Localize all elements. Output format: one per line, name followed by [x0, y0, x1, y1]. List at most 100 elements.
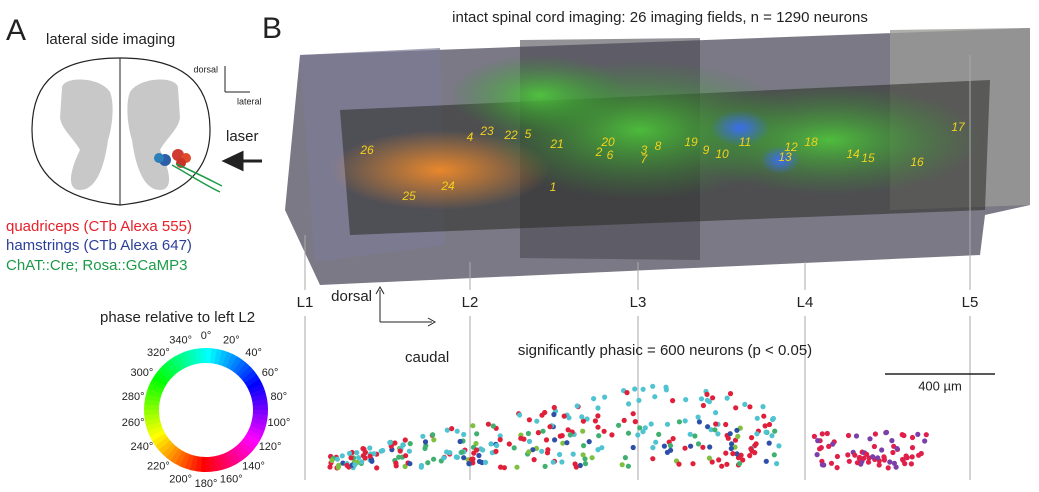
- neuron-dot: [590, 455, 595, 460]
- neuron-dot: [857, 456, 862, 461]
- field-label: 9: [703, 143, 710, 157]
- neuron-dot: [593, 418, 598, 423]
- axis-label: caudal: [405, 349, 449, 366]
- neuron-dot: [769, 433, 774, 438]
- neuron-dot: [749, 435, 754, 440]
- neuron-dot: [558, 434, 563, 439]
- panel-label: A: [6, 14, 26, 47]
- neuron-dot: [725, 396, 730, 401]
- neuron-dot: [551, 412, 556, 417]
- neuron-dot: [820, 431, 825, 436]
- neuron-dot: [883, 430, 888, 435]
- neuron-dot: [367, 445, 372, 450]
- neuron-dot: [641, 387, 646, 392]
- neuron-dot: [444, 449, 449, 454]
- neuron-dot: [431, 437, 436, 442]
- neuron-dot: [737, 461, 742, 466]
- field-label: 16: [910, 155, 924, 169]
- segment-label: L1: [297, 294, 314, 311]
- neuron-dot: [919, 451, 924, 456]
- neuron-dot: [665, 422, 670, 427]
- neuron-dot: [922, 438, 927, 443]
- neuron-dot: [624, 390, 629, 395]
- neuron-dot: [422, 446, 427, 451]
- neuron-dot: [632, 386, 637, 391]
- neuron-dot: [846, 433, 851, 438]
- neuron-dot: [340, 453, 345, 458]
- neuron-dot: [761, 414, 766, 419]
- neuron-dot: [760, 404, 765, 409]
- neuron-dot: [532, 457, 537, 462]
- field-label: 19: [684, 135, 698, 149]
- scale-label: 400 µm: [918, 378, 962, 393]
- wheel-label: 100°: [267, 417, 290, 429]
- neuron-dot: [845, 452, 850, 457]
- neuron-dot: [398, 448, 403, 453]
- neuron-dot: [854, 433, 859, 438]
- neuron-dot: [609, 432, 614, 437]
- neuron-dot: [700, 445, 705, 450]
- neuron-dot: [562, 414, 567, 419]
- neuron-dot: [650, 384, 655, 389]
- field-label: 14: [846, 147, 860, 161]
- neuron-dot: [742, 402, 747, 407]
- neuron-dot: [518, 436, 523, 441]
- field-label: 20: [600, 135, 615, 149]
- neuron-dot: [552, 405, 557, 410]
- neuron-dot: [449, 426, 454, 431]
- color-wheel: 0°20°40°60°80°100°120°140°160°180°200°22…: [122, 330, 291, 490]
- neuron-dot: [596, 433, 601, 438]
- neuron-dot: [889, 438, 894, 443]
- neuron-dot: [643, 425, 648, 430]
- neuron-dot: [336, 465, 341, 470]
- wheel-label: 240°: [131, 441, 154, 453]
- neuron-dot: [688, 432, 693, 437]
- neuron-dot: [748, 446, 753, 451]
- neuron-dot: [423, 439, 428, 444]
- neuron-dot: [514, 465, 519, 470]
- neuron-dot: [587, 439, 592, 444]
- wheel-label: 60°: [262, 367, 279, 379]
- neuron-dot: [539, 413, 544, 418]
- neuron-dot: [352, 462, 357, 467]
- panel-title: lateral side imaging: [46, 31, 175, 48]
- neuron-dot: [774, 461, 779, 466]
- neuron-dot: [425, 460, 430, 465]
- wheel-label: 140°: [242, 461, 265, 473]
- neuron-dot: [579, 414, 584, 419]
- neuron-dot: [476, 453, 481, 458]
- neuron-dot: [710, 395, 715, 400]
- laser-label: laser: [226, 128, 259, 145]
- neuron-dot: [690, 461, 695, 466]
- neuron-dot: [894, 465, 899, 470]
- neuron-dot: [728, 391, 733, 396]
- neuron-dot: [909, 461, 914, 466]
- neuron-dot: [356, 455, 361, 460]
- neuron-dot: [620, 462, 625, 467]
- field-label: 4: [467, 130, 474, 144]
- neuron-dot: [861, 456, 866, 461]
- wheel-label: 300°: [131, 367, 154, 379]
- neuron-dot: [534, 419, 539, 424]
- neuron-dot: [403, 437, 408, 442]
- neuron-dot: [665, 450, 670, 455]
- neuron-dot: [704, 392, 709, 397]
- neuron-dot: [652, 394, 657, 399]
- neuron-dot: [763, 423, 768, 428]
- field-label: 24: [440, 179, 455, 193]
- neuron-dot: [354, 450, 359, 455]
- neuron-dot: [348, 455, 353, 460]
- field-label: 13: [778, 150, 792, 164]
- neuron-dot: [545, 447, 550, 452]
- neuron-dot: [716, 457, 721, 462]
- neuron-dot: [668, 443, 673, 448]
- neuron-dot: [616, 423, 621, 428]
- neuron-dot: [368, 454, 373, 459]
- neuron-dot: [815, 438, 820, 443]
- neuron-dot: [557, 452, 562, 457]
- neuron-dot: [650, 456, 655, 461]
- neuron-dot: [771, 416, 776, 421]
- neuron-dot: [526, 449, 531, 454]
- neuron-dot: [431, 457, 436, 462]
- neuron-dot: [571, 452, 576, 457]
